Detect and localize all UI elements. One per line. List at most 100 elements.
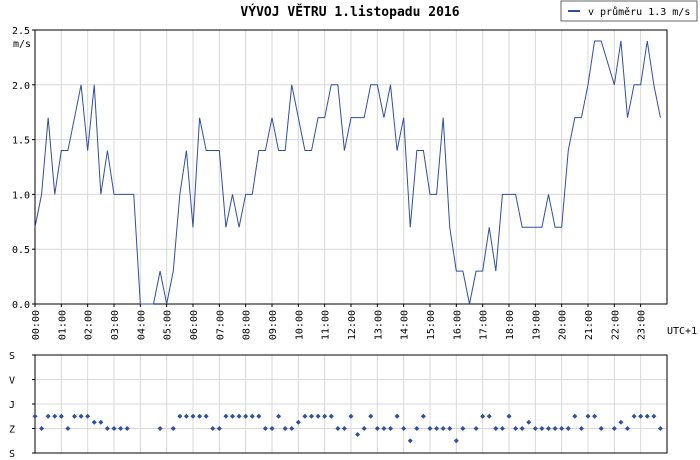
x-tick-label: 17:00 xyxy=(479,310,490,340)
direction-point xyxy=(499,426,505,431)
direction-point xyxy=(348,413,354,419)
direction-point xyxy=(183,413,189,419)
y-tick-label: 1.5 xyxy=(12,136,30,147)
direction-point xyxy=(223,413,229,419)
direction-point xyxy=(486,413,492,419)
x-tick-label: 03:00 xyxy=(110,310,121,340)
direction-point xyxy=(638,413,644,419)
direction-point xyxy=(539,426,545,431)
direction-point xyxy=(368,413,374,419)
direction-point xyxy=(276,413,282,419)
direction-point xyxy=(585,413,591,419)
direction-point xyxy=(32,413,38,419)
legend: v průměru 1.3 m/s xyxy=(560,0,698,22)
direction-point xyxy=(473,426,479,431)
x-tick-label: 23:00 xyxy=(637,310,648,340)
x-axis-label: UTC+1 xyxy=(667,326,697,337)
direction-point xyxy=(295,419,301,425)
direction-point xyxy=(625,426,630,431)
direction-point xyxy=(256,413,262,419)
direction-point xyxy=(203,413,209,419)
x-tick-label: 00:00 xyxy=(31,310,42,340)
x-tick-label: 10:00 xyxy=(294,310,305,340)
x-tick-label: 01:00 xyxy=(57,310,68,340)
y-tick-label: V xyxy=(9,376,15,387)
y-tick-label: J xyxy=(9,400,15,411)
direction-point xyxy=(513,426,519,431)
direction-point xyxy=(98,419,104,425)
direction-point xyxy=(506,413,512,419)
y-axis-label: m/s xyxy=(13,39,31,50)
direction-point xyxy=(85,413,91,419)
direction-point xyxy=(453,438,459,444)
direction-point xyxy=(611,426,617,431)
direction-point xyxy=(58,413,64,419)
direction-point xyxy=(546,426,551,431)
x-tick-label: 20:00 xyxy=(558,310,569,340)
direction-point xyxy=(282,426,288,431)
x-tick-label: 04:00 xyxy=(136,310,147,340)
direction-point xyxy=(65,426,71,431)
direction-point xyxy=(322,413,328,419)
y-tick-label: 0.0 xyxy=(12,300,30,311)
y-tick-label: 0.5 xyxy=(12,245,30,256)
direction-point xyxy=(72,413,77,419)
direction-point xyxy=(447,426,453,431)
direction-point xyxy=(124,426,130,431)
direction-point xyxy=(618,419,624,425)
direction-point xyxy=(519,426,525,431)
y-tick-label: 1.0 xyxy=(12,190,30,201)
direction-point xyxy=(401,426,407,431)
legend-box xyxy=(560,0,698,22)
direction-point xyxy=(262,426,268,431)
x-tick-label: 19:00 xyxy=(531,310,542,340)
direction-point xyxy=(434,426,440,431)
direction-point xyxy=(420,413,426,419)
direction-point xyxy=(565,426,571,431)
x-tick-label: 16:00 xyxy=(452,310,463,340)
x-tick-label: 14:00 xyxy=(400,310,411,340)
x-tick-label: 13:00 xyxy=(373,310,384,340)
direction-point xyxy=(480,413,486,419)
direction-point xyxy=(460,426,466,431)
direction-point xyxy=(572,413,578,419)
direction-point xyxy=(309,413,314,419)
y-tick-label: Z xyxy=(9,425,15,436)
direction-point xyxy=(104,426,110,431)
y-tick-label: 2.0 xyxy=(12,81,30,92)
x-tick-label: 12:00 xyxy=(347,310,358,340)
direction-point xyxy=(592,413,598,419)
direction-point xyxy=(118,426,124,431)
direction-point xyxy=(381,426,387,431)
direction-point xyxy=(190,413,196,419)
y-tick-label: S xyxy=(9,449,15,460)
direction-point xyxy=(335,426,341,431)
data-line xyxy=(34,40,661,305)
x-tick-label: 02:00 xyxy=(84,310,95,340)
direction-point xyxy=(45,413,51,419)
direction-point xyxy=(230,413,235,419)
direction-point xyxy=(210,426,216,431)
direction-point xyxy=(578,426,584,431)
direction-point xyxy=(78,413,84,419)
direction-point xyxy=(355,431,361,437)
x-tick-label: 21:00 xyxy=(584,310,595,340)
direction-point xyxy=(414,426,420,431)
x-tick-label: 22:00 xyxy=(610,310,621,340)
direction-point xyxy=(91,419,97,425)
y-tick-label: S xyxy=(9,351,15,362)
direction-point xyxy=(269,426,275,431)
x-tick-label: 07:00 xyxy=(215,310,226,340)
x-tick-label: 11:00 xyxy=(321,310,332,340)
direction-point xyxy=(427,426,433,431)
direction-point xyxy=(157,426,163,431)
direction-point xyxy=(532,426,538,431)
x-tick-label: 08:00 xyxy=(242,310,253,340)
direction-point xyxy=(388,426,393,431)
plot-frame xyxy=(34,354,668,454)
direction-point xyxy=(216,426,222,431)
legend-label: v průměru 1.3 m/s xyxy=(588,6,690,18)
direction-point xyxy=(526,419,532,425)
direction-point xyxy=(177,413,183,419)
direction-point xyxy=(170,426,176,431)
